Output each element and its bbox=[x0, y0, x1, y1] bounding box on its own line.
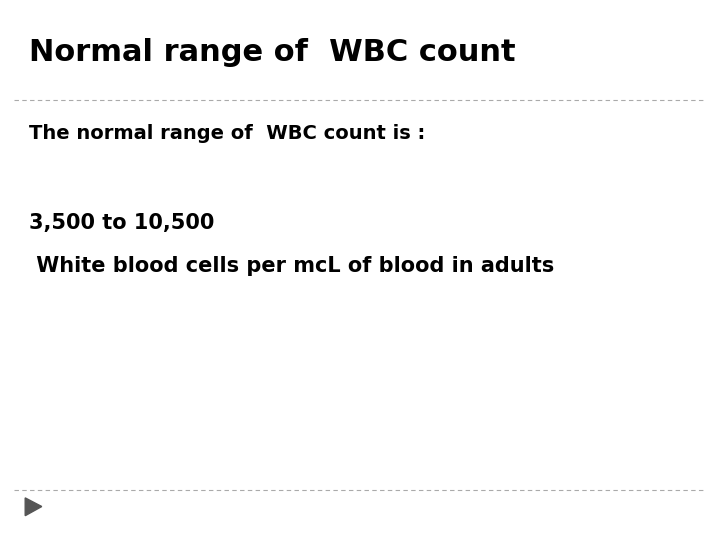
Polygon shape bbox=[25, 498, 42, 516]
Text: White blood cells per mcL of blood in adults: White blood cells per mcL of blood in ad… bbox=[29, 256, 554, 276]
Text: Normal range of  WBC count: Normal range of WBC count bbox=[29, 38, 516, 67]
Text: 3,500 to 10,500: 3,500 to 10,500 bbox=[29, 213, 214, 233]
Text: The normal range of  WBC count is :: The normal range of WBC count is : bbox=[29, 124, 425, 143]
